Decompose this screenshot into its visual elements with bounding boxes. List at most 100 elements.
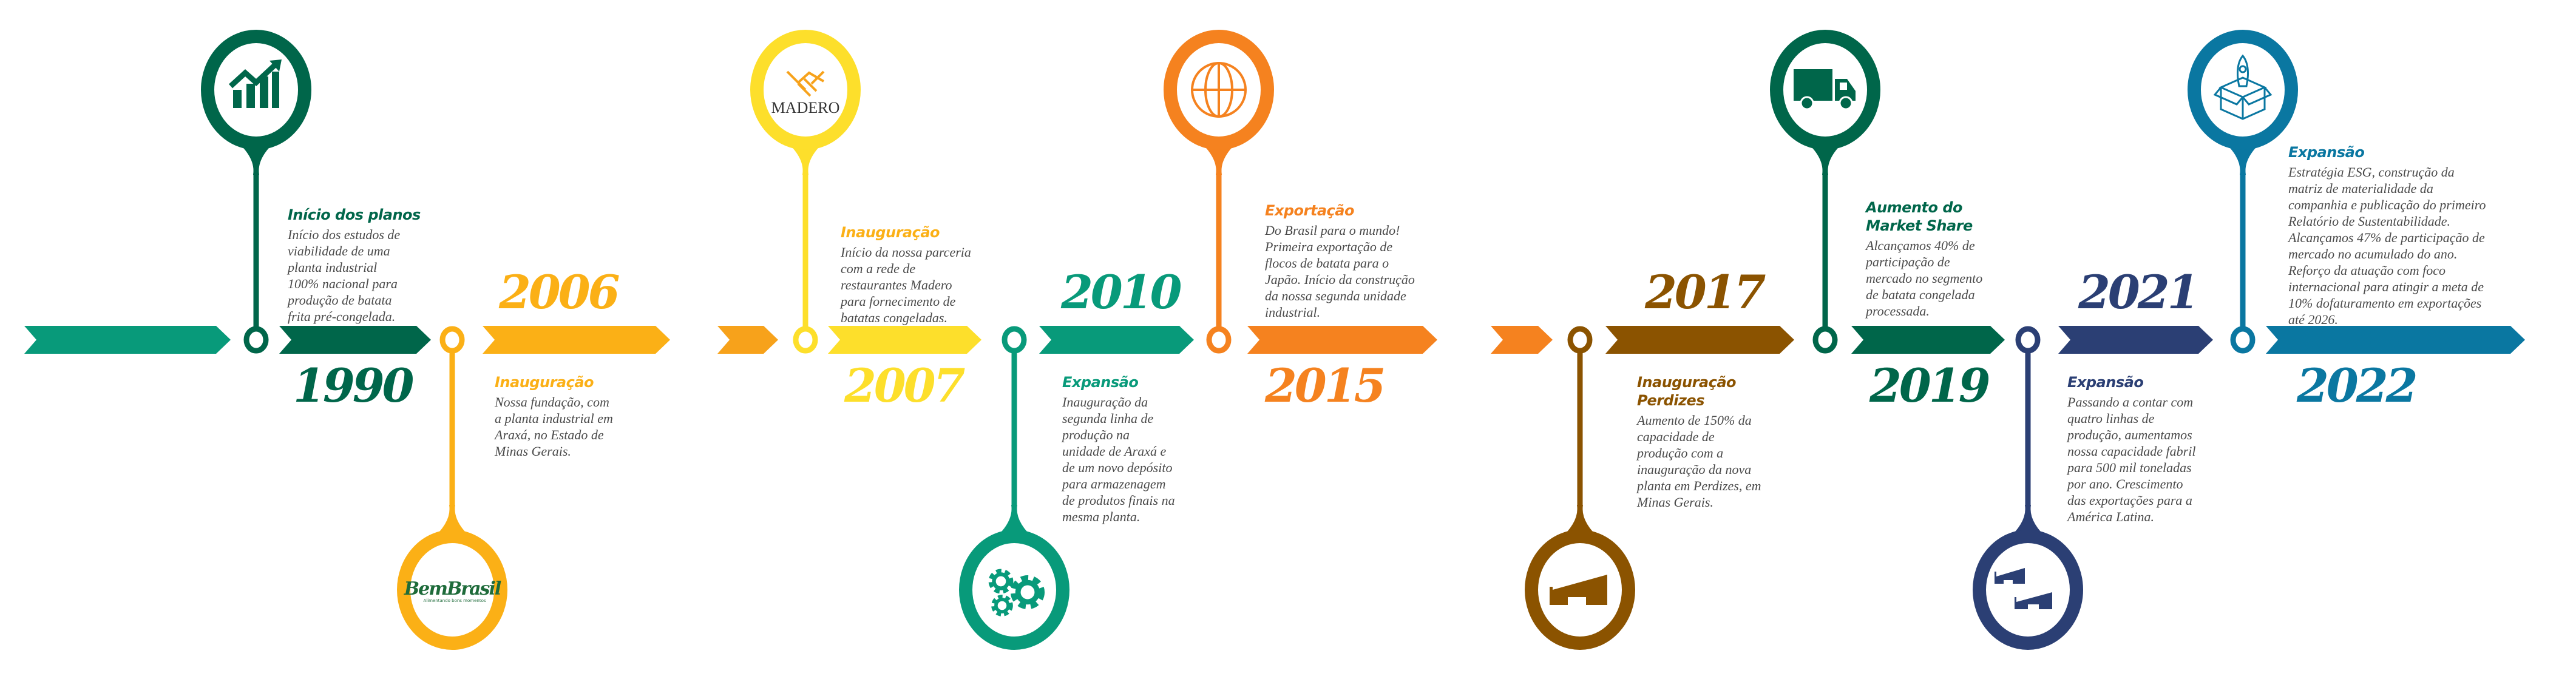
year-arrow xyxy=(279,326,431,354)
event-body-line: 10% dofaturamento em exportações xyxy=(2288,296,2482,311)
event-body-line: Alcançamos 40% de xyxy=(1866,238,1975,253)
event-body-line: Início dos estudos de xyxy=(288,227,401,242)
pin-circle xyxy=(959,530,1069,650)
year-label: 2021 xyxy=(2078,265,2200,319)
timeline-node xyxy=(1812,326,1838,354)
year-label: 2015 xyxy=(1265,359,1386,413)
event-body-line: industrial. xyxy=(1265,305,1321,320)
event-body-line: com a rede de xyxy=(841,261,916,276)
event-body-line: para 500 mil toneladas xyxy=(2067,460,2192,475)
event-title-line: Expansão xyxy=(2288,144,2365,161)
event-description: Expansão Inauguração da segunda linha de pr… xyxy=(1062,373,1238,525)
lead-arrow xyxy=(24,326,231,354)
event-body-line: América Latina. xyxy=(2067,509,2154,524)
event-body: Estratégia ESG, construção da matriz de m… xyxy=(2288,164,2486,328)
timeline-node xyxy=(2230,326,2256,354)
event-description: Expansão Passando a contar com quatro linh… xyxy=(2067,373,2243,525)
event-body-line: Minas Gerais. xyxy=(1637,495,1713,510)
event-body-line: mesma planta. xyxy=(1062,509,1141,524)
event-body: Início da nossa parceria com a rede de res… xyxy=(841,244,1017,326)
svg-text:Alimentando bons momentos: Alimentando bons momentos xyxy=(423,598,486,603)
timeline-event-2010 xyxy=(959,326,1194,650)
year-label: 2006 xyxy=(499,265,620,319)
pin-circle xyxy=(1973,530,2083,650)
year-arrow xyxy=(1247,326,1437,354)
event-title-line: Inauguração xyxy=(1637,374,1737,391)
event-body-line: para armazenagem xyxy=(1062,476,1166,492)
event-body-line: flocos de batata para o xyxy=(1265,255,1389,271)
event-title-line: Market Share xyxy=(1866,217,1973,234)
timeline-event-2022 xyxy=(2188,30,2525,354)
timeline-node xyxy=(1206,326,1232,354)
event-body-line: planta em Perdizes, em xyxy=(1637,478,1761,493)
event-title-line: Início dos planos xyxy=(288,206,421,223)
event-body-line: até 2026. xyxy=(2288,312,2338,327)
pin-circle xyxy=(2188,30,2298,150)
event-description: Inauguração Perdizes Aumento de 150% da cap… xyxy=(1637,373,1813,510)
event-body-line: unidade de Araxá e xyxy=(1062,444,1167,459)
truck-icon xyxy=(1794,69,1856,110)
year-label: 2022 xyxy=(2297,359,2418,413)
rocket-box-icon xyxy=(2213,54,2273,120)
event-title: Inauguração xyxy=(841,223,1017,242)
growth-chart-icon xyxy=(228,59,282,108)
event-title-line: Exportação xyxy=(1265,202,1354,219)
event-title: Inauguração xyxy=(495,373,671,391)
svg-text:MADERO: MADERO xyxy=(771,99,840,117)
event-body-line: de batata congelada xyxy=(1866,287,1975,302)
event-body-line: frita pré-congelada. xyxy=(288,309,396,324)
event-body: Nossa fundação, com a planta industrial e… xyxy=(495,394,671,459)
year-arrow xyxy=(483,326,670,354)
year-arrow xyxy=(1851,326,2005,354)
event-description: Aumento do Market Share Alcançamos 40% de p… xyxy=(1866,198,2042,319)
connector-arrow xyxy=(717,326,778,354)
connector-arrow xyxy=(1491,326,1553,354)
year-arrow xyxy=(1039,326,1194,354)
timeline-node xyxy=(1002,326,1027,354)
timeline-node xyxy=(243,326,269,354)
event-body-line: segunda linha de xyxy=(1062,411,1154,426)
event-body-line: Relatório de Sustentabilidade. xyxy=(2288,214,2451,229)
year-label: 2010 xyxy=(1061,265,1182,319)
event-body-line: inauguração da nova xyxy=(1637,462,1752,477)
timeline-node xyxy=(439,326,465,354)
timeline-node xyxy=(2015,326,2041,354)
year-arrow xyxy=(2058,326,2213,354)
event-body-line: Passando a contar com xyxy=(2067,394,2194,410)
event-title-line: Perdizes xyxy=(1637,392,1705,409)
pin-circle xyxy=(201,30,311,150)
event-description: Inauguração Início da nossa parceria com a… xyxy=(841,223,1017,326)
event-body-line: Japão. Início da construção xyxy=(1265,272,1415,287)
gears-icon xyxy=(988,569,1045,617)
event-body-line: produção, aumentamos xyxy=(2067,427,2192,442)
event-body-line: batatas congeladas. xyxy=(841,310,947,325)
year-label: 2019 xyxy=(1869,359,1991,413)
year-label: 2017 xyxy=(1645,265,1766,319)
event-body: Aumento de 150% da capacidade de produção … xyxy=(1637,412,1813,510)
event-body-line: Araxá, no Estado de xyxy=(495,427,604,442)
event-body: Passando a contar com quatro linhas de pro… xyxy=(2067,394,2243,525)
event-body-line: das exportações para a xyxy=(2067,493,2192,508)
event-title-line: Expansão xyxy=(1062,374,1139,391)
event-body-line: para fornecimento de xyxy=(841,294,956,309)
event-title: Expansão xyxy=(1062,373,1238,391)
timeline-node xyxy=(793,326,818,354)
event-body-line: Alcançamos 47% de participação de xyxy=(2288,230,2485,245)
event-title-line: Inauguração xyxy=(841,224,940,241)
event-body-line: matriz de materialidade da xyxy=(2288,181,2433,196)
event-body-line: 100% nacional para xyxy=(288,276,398,291)
event-body: Do Brasil para o mundo! Primeira exportaç… xyxy=(1265,222,1441,320)
event-description: Exportação Do Brasil para o mundo! Primeir… xyxy=(1265,201,1441,320)
event-body-line: participação de xyxy=(1866,254,1950,269)
event-body-line: mercado no acumulado do ano. xyxy=(2288,246,2458,262)
globe-icon xyxy=(1191,62,1247,118)
event-body: Início dos estudos de viabilidade de uma p… xyxy=(288,226,464,325)
timeline-event-2007: MADERO xyxy=(750,30,981,354)
event-body-line: Primeira exportação de xyxy=(1265,239,1393,254)
timeline-node xyxy=(1567,326,1593,354)
event-title-line: Inauguração xyxy=(495,374,594,391)
year-arrow xyxy=(1605,326,1794,354)
event-body-line: produção na xyxy=(1062,427,1130,442)
event-body-line: companhia e publicação do primeiro xyxy=(2288,197,2486,212)
